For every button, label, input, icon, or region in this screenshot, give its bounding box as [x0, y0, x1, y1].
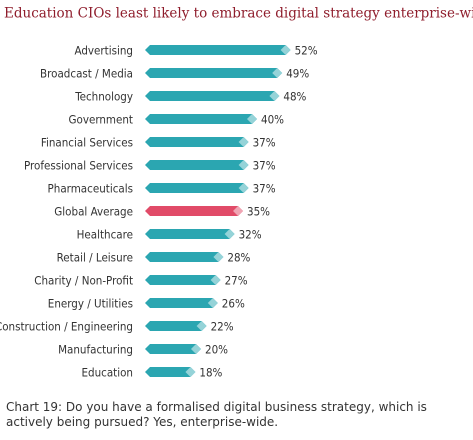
bar: [145, 252, 224, 262]
bar-tip: [191, 344, 201, 354]
value-label: 52%: [295, 44, 318, 58]
bar: [145, 45, 291, 55]
bar: [145, 298, 218, 308]
category-label: Advertising: [74, 44, 133, 58]
bar-tip: [210, 275, 221, 285]
value-label: 35%: [247, 205, 270, 219]
bar-tip: [185, 367, 196, 377]
category-label: Healthcare: [77, 228, 133, 242]
value-label: 48%: [283, 90, 306, 104]
category-label: Technology: [74, 90, 133, 104]
category-label: Broadcast / Media: [40, 67, 133, 81]
bar: [145, 367, 196, 377]
bar: [145, 91, 280, 101]
bar: [145, 183, 249, 193]
bar: [145, 137, 249, 147]
category-label: Charity / Non-Profit: [34, 274, 133, 288]
value-label: 22%: [211, 320, 234, 334]
category-label: Construction / Engineering: [0, 320, 133, 334]
category-label: Professional Services: [24, 159, 133, 173]
value-label: 20%: [205, 343, 228, 357]
category-label: Energy / Utilities: [48, 297, 133, 311]
bar-tip: [238, 183, 249, 193]
value-label: 32%: [239, 228, 262, 242]
category-label: Pharmaceuticals: [48, 182, 133, 196]
value-label: 27%: [225, 274, 248, 288]
value-label: 40%: [261, 113, 284, 127]
value-label: 49%: [286, 67, 309, 81]
bar-tip: [213, 252, 224, 262]
bar-tip: [233, 206, 243, 216]
bar: [145, 114, 257, 124]
value-label: 37%: [253, 136, 276, 150]
category-label: Global Average: [54, 205, 133, 219]
bar-tip: [224, 229, 235, 239]
bar-tip: [238, 160, 249, 170]
value-label: 18%: [199, 366, 222, 380]
category-label: Retail / Leisure: [57, 251, 133, 265]
chart-title: Education CIOs least likely to embrace d…: [4, 6, 473, 22]
category-label: Government: [68, 113, 133, 127]
value-label: 26%: [222, 297, 245, 311]
bar: [145, 68, 283, 78]
value-label: 37%: [253, 182, 276, 196]
caption: Chart 19: Do you have a formalised digit…: [6, 400, 427, 429]
category-label: Financial Services: [41, 136, 133, 150]
category-label: Manufacturing: [58, 343, 133, 357]
bar: [145, 229, 235, 239]
value-label: 28%: [227, 251, 250, 265]
bar: [145, 344, 201, 354]
bar: [145, 160, 249, 170]
value-label: 37%: [253, 159, 276, 173]
bar-tip: [238, 137, 249, 147]
bar: [145, 321, 207, 331]
chart: Education CIOs least likely to embrace d…: [0, 6, 473, 380]
bar-tip: [207, 298, 218, 308]
bar-tip: [272, 68, 283, 78]
bar-tip: [280, 45, 291, 55]
category-label: Education: [81, 366, 133, 380]
bar: [145, 275, 221, 285]
bar: [145, 206, 243, 216]
bar-tip: [196, 321, 207, 331]
bar-tip: [247, 114, 257, 124]
bar-tip: [269, 91, 280, 101]
